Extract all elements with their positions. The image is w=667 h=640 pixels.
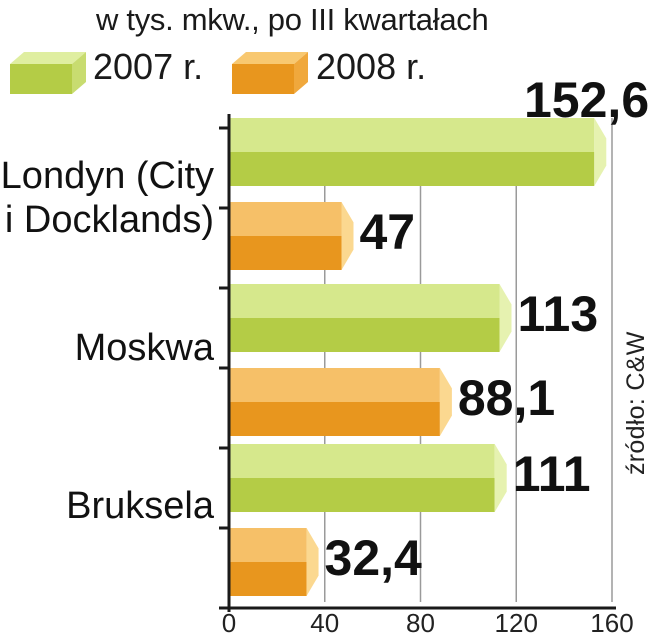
bar-2008 r.-top [229, 368, 440, 402]
legend-2008-label: 2008 r. [316, 46, 427, 87]
x-tick-label: 40 [310, 608, 339, 638]
bar-end-cap [594, 118, 607, 186]
value-label: 32,4 [325, 530, 423, 586]
bar-2007 r. [229, 152, 595, 186]
legend-2007-label: 2007 r. [93, 46, 204, 87]
bar-end-cap [439, 368, 452, 436]
bar-end-cap [306, 528, 319, 596]
chart-subtitle: w tys. mkw., po III kwartałach [96, 2, 489, 37]
value-label: 88,1 [458, 370, 555, 426]
bar-end-cap [341, 202, 354, 270]
x-tick-label: 120 [495, 608, 538, 638]
category-label: i Docklands) [5, 199, 214, 241]
value-label: 152,6 [524, 72, 649, 128]
bar-2007 r. [229, 318, 500, 352]
legend-2008-icon [232, 52, 308, 94]
category-label: Moskwa [75, 327, 215, 369]
bar-2008 r.-top [229, 528, 307, 562]
category-label: Londyn (City [1, 155, 214, 197]
category-label: Bruksela [66, 485, 215, 527]
bar-2007 r.-top [229, 444, 495, 478]
value-label: 111 [513, 446, 591, 502]
x-tick-label: 0 [222, 608, 236, 638]
x-tick-label: 160 [590, 608, 633, 638]
bar-2008 r. [229, 562, 307, 596]
bar-2008 r. [229, 402, 440, 436]
source-note: źródło: C&W [622, 331, 650, 475]
bar-2008 r.-top [229, 202, 342, 236]
bar-2007 r.-top [229, 284, 500, 318]
bar-2007 r. [229, 478, 495, 512]
x-tick-label: 80 [406, 608, 435, 638]
legend-2007-icon [10, 52, 86, 94]
value-label: 47 [360, 204, 416, 260]
bar-2008 r. [229, 236, 342, 270]
bar-end-cap [494, 444, 507, 512]
bar-end-cap [499, 284, 512, 352]
value-label: 113 [517, 286, 598, 342]
bar-2007 r.-top [229, 118, 595, 152]
